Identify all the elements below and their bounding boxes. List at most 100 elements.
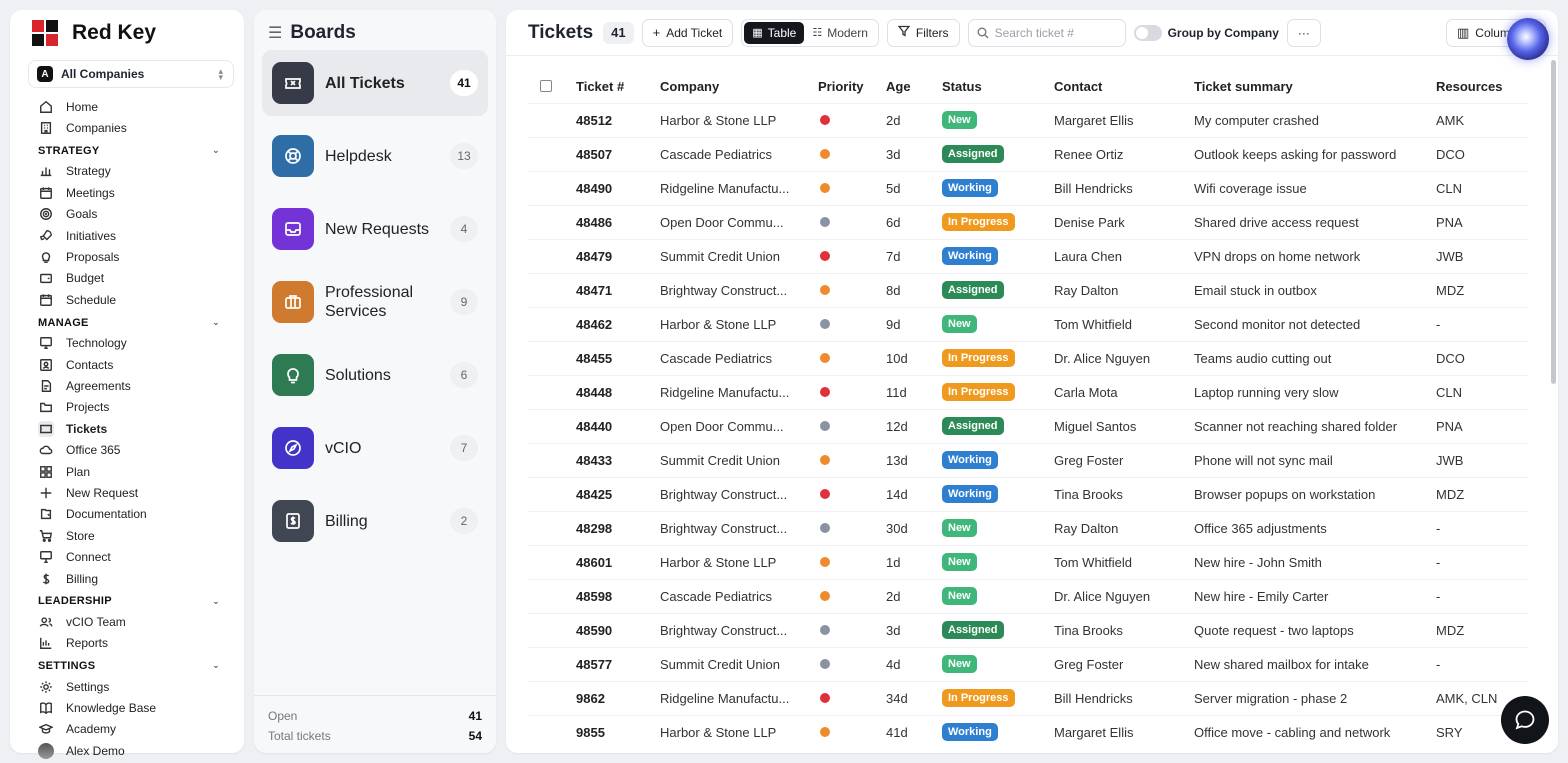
sidebar-item-reports[interactable]: Reports xyxy=(38,633,224,654)
add-ticket-button[interactable]: + Add Ticket xyxy=(641,18,734,47)
ticket-number[interactable]: 48448 xyxy=(576,374,660,409)
nav-section-strategy[interactable]: STRATEGY ⌄ xyxy=(38,141,224,161)
sidebar-item-vcio-team[interactable]: vCIO Team xyxy=(38,611,224,632)
hamburger-icon[interactable]: ☰ xyxy=(268,25,283,42)
board-all-tickets[interactable]: All Tickets 41 xyxy=(262,50,488,116)
board-billing[interactable]: Billing 2 xyxy=(262,488,488,554)
sidebar-item-alex-demo[interactable]: Alex Demo xyxy=(38,740,224,761)
col-contact[interactable]: Contact xyxy=(1054,78,1103,94)
ai-assistant-orb-icon[interactable] xyxy=(1507,18,1549,60)
col-resources[interactable]: Resources xyxy=(1436,78,1503,94)
sidebar-item-agreements[interactable]: Agreements xyxy=(38,375,224,396)
table-row[interactable]: 48298 Brightway Construct... 30d New Ray Dal… xyxy=(528,510,1528,545)
ticket-number[interactable]: 9862 xyxy=(576,680,660,715)
ticket-number[interactable]: 48490 xyxy=(576,170,660,205)
ticket-search-input[interactable] xyxy=(994,25,1115,40)
sidebar-item-technology[interactable]: Technology xyxy=(38,333,224,354)
sidebar-item-office-365[interactable]: Office 365 xyxy=(38,439,224,460)
company-selector[interactable]: A All Companies ▴ ▾ xyxy=(28,60,234,88)
sidebar-item-settings[interactable]: Settings xyxy=(38,676,224,697)
table-row[interactable]: 48486 Open Door Commu... 6d In Progress Deni… xyxy=(528,204,1528,239)
chat-button[interactable] xyxy=(1501,696,1549,744)
sidebar-item-academy[interactable]: Academy xyxy=(38,719,224,740)
brand[interactable]: Red Key xyxy=(32,20,156,46)
table-scrollbar[interactable] xyxy=(1551,60,1556,384)
col-priority[interactable]: Priority xyxy=(818,78,864,94)
ticket-number[interactable]: 48512 xyxy=(576,102,660,137)
select-all-checkbox[interactable] xyxy=(540,80,552,93)
table-row[interactable]: 48433 Summit Credit Union 13d Working Greg F… xyxy=(528,442,1528,477)
sidebar-item-store[interactable]: Store xyxy=(38,525,224,546)
table-row[interactable]: 48455 Cascade Pediatrics 10d In Progress Dr.… xyxy=(528,340,1528,375)
table-row[interactable]: 48490 Ridgeline Manufactu... 5d Working Bill… xyxy=(528,170,1528,205)
table-row[interactable]: 48471 Brightway Construct... 8d Assigned Ray… xyxy=(528,272,1528,307)
col-age[interactable]: Age xyxy=(886,78,911,94)
nav-section-settings[interactable]: SETTINGS ⌄ xyxy=(38,656,224,676)
sidebar-item-projects[interactable]: Projects xyxy=(38,397,224,418)
table-row[interactable]: 48590 Brightway Construct... 3d Assigned Tin… xyxy=(528,612,1528,647)
ticket-number[interactable]: 48598 xyxy=(576,578,660,613)
ticket-number[interactable]: 48425 xyxy=(576,476,660,511)
sidebar-item-new-request[interactable]: New Request xyxy=(38,482,224,503)
ticket-number[interactable]: 48590 xyxy=(576,612,660,647)
table-row[interactable]: 48448 Ridgeline Manufactu... 11d In Progres… xyxy=(528,374,1528,409)
nav-section-manage[interactable]: MANAGE ⌄ xyxy=(38,313,224,333)
sidebar-item-connect[interactable]: Connect xyxy=(38,546,224,567)
ticket-number[interactable]: 48433 xyxy=(576,442,660,477)
sidebar-item-initiatives[interactable]: Initiatives xyxy=(38,225,224,246)
group-by-company-toggle[interactable] xyxy=(1133,24,1162,41)
sidebar-item-strategy[interactable]: Strategy xyxy=(38,161,224,182)
ticket-number[interactable]: 48298 xyxy=(576,510,660,545)
sidebar-item-proposals[interactable]: Proposals xyxy=(38,246,224,267)
board-new-requests[interactable]: New Requests 4 xyxy=(262,196,488,262)
col-company[interactable]: Company xyxy=(660,78,720,94)
ticket-number[interactable]: 48479 xyxy=(576,238,660,273)
sidebar-item-schedule[interactable]: Schedule xyxy=(38,289,224,310)
table-row[interactable]: 48577 Summit Credit Union 4d New Greg Foster… xyxy=(528,646,1528,681)
board-professional-services[interactable]: Professional Services 9 xyxy=(262,269,488,335)
sidebar-item-billing[interactable]: Billing xyxy=(38,568,224,589)
sidebar-item-budget[interactable]: Budget xyxy=(38,268,224,289)
ticket-number[interactable]: 48440 xyxy=(576,408,660,443)
filters-button[interactable]: Filters xyxy=(886,18,960,47)
sidebar-item-companies[interactable]: Companies xyxy=(38,117,224,138)
table-row[interactable]: 48512 Harbor & Stone LLP 2d New Margaret Ell… xyxy=(528,102,1528,137)
sidebar-item-home[interactable]: Home xyxy=(38,96,224,117)
col-ticket-number[interactable]: Ticket # xyxy=(576,78,625,94)
ticket-number[interactable]: 48462 xyxy=(576,306,660,341)
sidebar-item-contacts[interactable]: Contacts xyxy=(38,354,224,375)
sidebar-item-tickets[interactable]: Tickets xyxy=(38,418,224,439)
sidebar-item-plan[interactable]: Plan xyxy=(38,461,224,482)
table-row[interactable]: 48601 Harbor & Stone LLP 1d New Tom Whitfiel… xyxy=(528,544,1528,579)
table-row[interactable]: 9862 Ridgeline Manufactu... 34d In Progress… xyxy=(528,680,1528,715)
view-table-button[interactable]: ▦ Table xyxy=(744,21,805,44)
board-vcio[interactable]: vCIO 7 xyxy=(262,415,488,481)
board-solutions[interactable]: Solutions 6 xyxy=(262,342,488,408)
ticket-number[interactable]: 9855 xyxy=(576,714,660,749)
table-row[interactable]: 48479 Summit Credit Union 7d Working Laura C… xyxy=(528,238,1528,273)
table-row[interactable]: 48425 Brightway Construct... 14d Working Tin… xyxy=(528,476,1528,511)
table-row[interactable]: 9855 Harbor & Stone LLP 41d Working Margaret… xyxy=(528,714,1528,749)
table-row[interactable]: 48462 Harbor & Stone LLP 9d New Tom Whitfiel… xyxy=(528,306,1528,341)
ticket-number[interactable]: 48486 xyxy=(576,204,660,239)
ticket-number[interactable]: 48507 xyxy=(576,136,660,171)
col-ticket-summary[interactable]: Ticket summary xyxy=(1194,78,1293,94)
sidebar-item-knowledge-base[interactable]: Knowledge Base xyxy=(38,697,224,718)
more-options-button[interactable]: ··· xyxy=(1286,18,1321,47)
view-modern-button[interactable]: ☷ Modern xyxy=(804,22,876,44)
table-row[interactable]: 48598 Cascade Pediatrics 2d New Dr. Alice Ng… xyxy=(528,578,1528,613)
col-status[interactable]: Status xyxy=(942,78,982,94)
nav-section-leadership[interactable]: LEADERSHIP ⌄ xyxy=(38,591,224,611)
sidebar-item-label: Tickets xyxy=(66,421,108,436)
company-selector-label: All Companies xyxy=(61,67,145,81)
ticket-number[interactable]: 48601 xyxy=(576,544,660,579)
table-row[interactable]: 48440 Open Door Commu... 12d Assigned Miguel… xyxy=(528,408,1528,443)
ticket-number[interactable]: 48455 xyxy=(576,340,660,375)
table-row[interactable]: 48507 Cascade Pediatrics 3d Assigned Renee O… xyxy=(528,136,1528,171)
ticket-number[interactable]: 48577 xyxy=(576,646,660,681)
sidebar-item-documentation[interactable]: Documentation xyxy=(38,504,224,525)
board-helpdesk[interactable]: Helpdesk 13 xyxy=(262,123,488,189)
sidebar-item-goals[interactable]: Goals xyxy=(38,204,224,225)
ticket-number[interactable]: 48471 xyxy=(576,272,660,307)
sidebar-item-meetings[interactable]: Meetings xyxy=(38,182,224,203)
